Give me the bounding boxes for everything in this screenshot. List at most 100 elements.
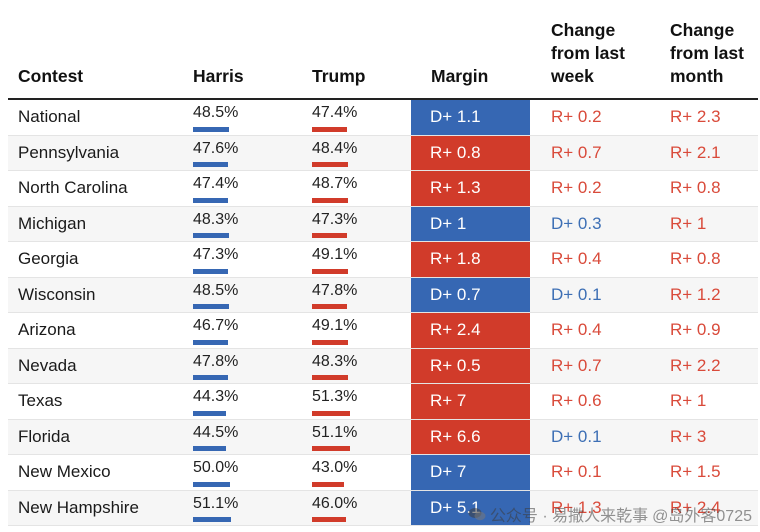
- trump-bar: [312, 268, 349, 274]
- trump-cell: 48.4%: [312, 136, 412, 171]
- margin-cell: R+ 6.6: [411, 419, 530, 454]
- trump-percent: 47.8%: [312, 281, 358, 299]
- harris-bar: [193, 410, 226, 416]
- trump-percent: 48.4%: [312, 139, 358, 157]
- table-row: Pennsylvania 47.6% 48.4% R+ 0.8 R+ 0.7 R+ 2.1: [8, 135, 758, 171]
- harris-bar: [193, 197, 229, 203]
- table-row: Florida 44.5% 51.1% R+ 6.6 D+ 0.1 R+ 3: [8, 419, 758, 455]
- harris-cell: 50.0%: [193, 455, 293, 490]
- trump-bar: [312, 126, 348, 132]
- harris-cell: 44.5%: [193, 420, 293, 455]
- margin-value: D+ 0.7: [430, 284, 481, 304]
- margin-value: D+ 7: [430, 462, 467, 482]
- margin-value: R+ 7: [430, 391, 467, 411]
- trump-cell: 49.1%: [312, 242, 412, 277]
- change-month-value: R+ 1.2: [670, 284, 721, 304]
- contest-name: National: [18, 107, 81, 127]
- trump-cell: 46.0%: [312, 491, 412, 526]
- trump-cell: 47.3%: [312, 207, 412, 242]
- trump-cell: 51.1%: [312, 420, 412, 455]
- watermark: 公众号 · 易撒人来乾事 @岛外客0725: [468, 502, 752, 526]
- trump-bar: [312, 162, 348, 167]
- header-change-week: Change from last week: [551, 19, 625, 88]
- margin-value: R+ 1.8: [430, 249, 481, 269]
- table-row: Georgia 47.3% 49.1% R+ 1.8 R+ 0.4 R+ 0.8: [8, 242, 758, 278]
- harris-percent: 47.3%: [193, 246, 239, 263]
- harris-percent: 47.6%: [193, 139, 239, 157]
- margin-cell: R+ 7: [411, 384, 530, 419]
- table-row: North Carolina 47.4% 48.7% R+ 1.3 R+ 0.2 R+ 0…: [8, 171, 758, 207]
- margin-cell: D+ 1.1: [411, 100, 530, 135]
- harris-percent: 48.5%: [193, 104, 239, 121]
- table-row: Texas 44.3% 51.3% R+ 7 R+ 0.6 R+ 1: [8, 384, 758, 420]
- harris-bar: [193, 304, 229, 309]
- change-month-value: R+ 2.4: [670, 497, 721, 517]
- change-week-value: R+ 0.6: [551, 391, 602, 411]
- trump-percent: 51.1%: [312, 423, 358, 441]
- change-month-value: R+ 2.1: [670, 142, 721, 162]
- contest-name: Pennsylvania: [18, 142, 120, 162]
- table-row: Michigan 48.3% 47.3% D+ 1 D+ 0.3 R+ 1: [8, 206, 758, 242]
- margin-cell: R+ 2.4: [411, 313, 530, 348]
- contest-name: Nevada: [18, 355, 77, 375]
- harris-cell: 46.7%: [193, 313, 293, 348]
- trump-cell: 51.3%: [312, 384, 412, 419]
- margin-value: R+ 0.8: [430, 142, 481, 162]
- margin-cell: D+ 7: [411, 455, 530, 490]
- margin-cell: R+ 1.3: [411, 171, 530, 206]
- harris-percent: 48.3%: [193, 210, 239, 228]
- trump-percent: 47.4%: [312, 104, 358, 121]
- table-row: Arizona 46.7% 49.1% R+ 2.4 R+ 0.4 R+ 0.9: [8, 313, 758, 349]
- trump-bar: [312, 410, 350, 416]
- harris-cell: 48.5%: [193, 278, 293, 313]
- trump-percent: 49.1%: [312, 317, 358, 334]
- trump-percent: 51.3%: [312, 388, 358, 405]
- header-trump: Trump: [312, 66, 366, 86]
- change-week-value: R+ 0.2: [551, 178, 602, 198]
- harris-percent: 48.5%: [193, 281, 239, 299]
- margin-cell: R+ 0.8: [411, 135, 530, 170]
- table-body: National 48.5% 47.4% D+ 1.1 R+ 0.2 R+ 2.3 Penn…: [8, 100, 758, 526]
- trump-percent: 49.1%: [312, 246, 358, 263]
- header-change-week-line: week: [551, 66, 594, 86]
- table-row: New Mexico 50.0% 43.0% D+ 7 R+ 0.1 R+ 1.5: [8, 455, 758, 491]
- change-week-value: R+ 0.4: [551, 320, 602, 340]
- table-row: National 48.5% 47.4% D+ 1.1 R+ 0.2 R+ 2.3: [8, 100, 758, 136]
- contest-name: Arizona: [18, 320, 76, 340]
- harris-cell: 47.3%: [193, 242, 293, 277]
- trump-bar: [312, 446, 350, 451]
- change-month-value: R+ 2.2: [670, 355, 721, 375]
- margin-cell: D+ 5.1: [411, 490, 530, 525]
- margin-value: D+ 5.1: [430, 497, 481, 517]
- harris-percent: 51.1%: [193, 494, 239, 512]
- harris-bar: [193, 162, 229, 167]
- wechat-icon: [468, 508, 486, 521]
- contest-name: Wisconsin: [18, 284, 96, 304]
- margin-value: D+ 1: [430, 213, 467, 233]
- trump-percent: 47.3%: [312, 210, 358, 228]
- header-margin: Margin: [431, 66, 489, 86]
- header-contest: Contest: [18, 66, 84, 86]
- change-week-value: R+ 1.3: [551, 497, 602, 517]
- margin-value: R+ 1.3: [430, 178, 481, 198]
- contest-name: Michigan: [18, 213, 87, 233]
- harris-percent: 44.5%: [193, 423, 239, 441]
- trump-bar: [312, 375, 348, 380]
- change-week-value: R+ 0.2: [551, 107, 602, 127]
- harris-bar: [193, 375, 229, 380]
- change-week-value: R+ 0.7: [551, 142, 602, 162]
- table-row: Wisconsin 48.5% 47.8% D+ 0.7 D+ 0.1 R+ 1.2: [8, 277, 758, 313]
- harris-bar: [193, 446, 226, 451]
- harris-bar: [193, 126, 229, 132]
- trump-bar: [312, 339, 349, 345]
- change-week-value: R+ 0.1: [551, 462, 602, 482]
- margin-cell: D+ 1: [411, 206, 530, 241]
- change-month-value: R+ 1: [670, 213, 707, 233]
- margin-cell: R+ 0.5: [411, 348, 530, 383]
- table-header: Contest Harris Trump Margin Change from …: [8, 0, 758, 100]
- header-change-month: Change from last month: [670, 19, 744, 88]
- margin-value: R+ 6.6: [430, 426, 481, 446]
- trump-percent: 48.3%: [312, 352, 358, 370]
- margin-cell: R+ 1.8: [411, 242, 530, 277]
- harris-bar: [193, 233, 229, 238]
